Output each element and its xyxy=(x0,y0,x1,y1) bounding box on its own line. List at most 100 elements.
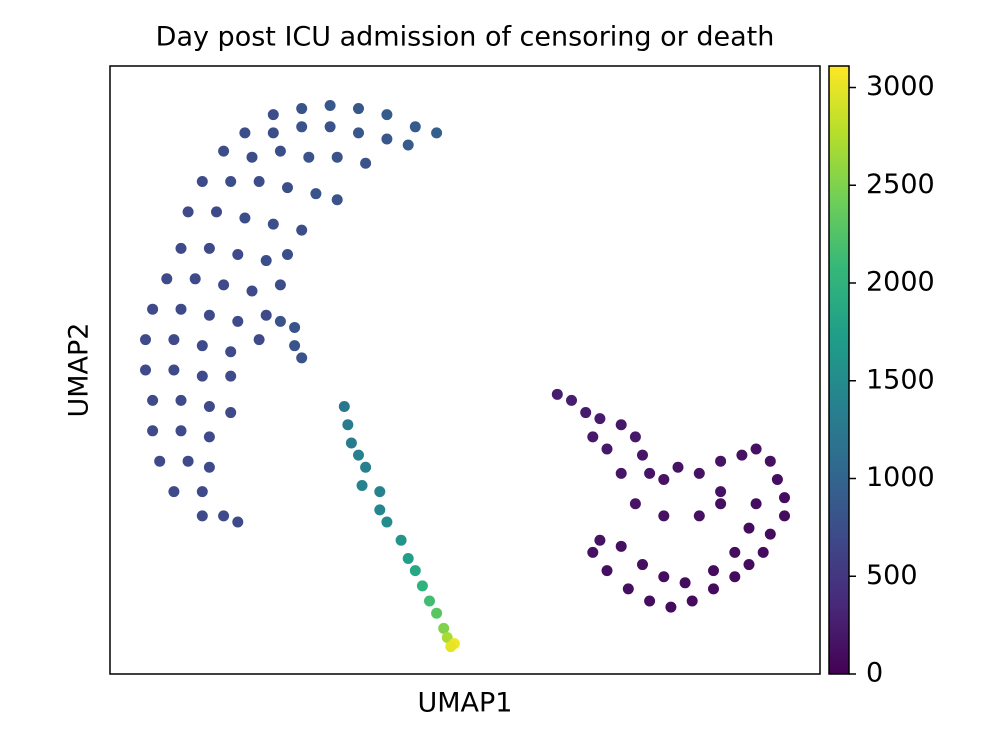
point xyxy=(629,431,641,443)
point xyxy=(168,364,180,376)
point xyxy=(629,498,641,510)
point xyxy=(779,492,790,504)
point xyxy=(658,571,670,583)
chart-title: Day post ICU admission of censoring or d… xyxy=(156,22,775,53)
colorbar-tick-label: 1500 xyxy=(866,364,935,395)
point xyxy=(622,583,634,595)
point xyxy=(402,139,414,151)
point xyxy=(196,340,208,352)
point xyxy=(196,370,208,382)
colorbar-tick-label: 3000 xyxy=(866,71,935,102)
point xyxy=(267,109,279,121)
point xyxy=(381,109,393,121)
point xyxy=(189,273,201,285)
point xyxy=(715,498,727,510)
point xyxy=(203,309,215,321)
point xyxy=(644,467,656,479)
point xyxy=(658,510,670,522)
point xyxy=(381,516,393,528)
point xyxy=(736,449,748,461)
point xyxy=(409,565,421,577)
point xyxy=(147,394,159,406)
point xyxy=(274,279,286,291)
point xyxy=(196,510,208,522)
point xyxy=(310,188,322,200)
point xyxy=(353,449,364,461)
point xyxy=(274,145,286,157)
point xyxy=(715,486,727,498)
point xyxy=(168,486,180,498)
point xyxy=(353,103,364,115)
point xyxy=(764,528,776,540)
point xyxy=(743,559,755,571)
point xyxy=(232,315,244,327)
point xyxy=(218,145,230,157)
point xyxy=(658,473,670,485)
point xyxy=(331,194,343,206)
point xyxy=(225,407,237,419)
point xyxy=(431,607,443,619)
point xyxy=(693,510,705,522)
point xyxy=(750,443,762,455)
point xyxy=(203,431,215,443)
point xyxy=(779,510,790,522)
point xyxy=(587,546,599,558)
point xyxy=(764,455,776,467)
point xyxy=(729,546,741,558)
point xyxy=(267,218,279,230)
colorbar-tick-label: 0 xyxy=(866,658,883,689)
point xyxy=(637,559,648,571)
point xyxy=(260,309,272,321)
point xyxy=(402,552,414,564)
point xyxy=(587,431,599,443)
point xyxy=(672,461,684,473)
point xyxy=(615,540,627,552)
point xyxy=(296,224,308,236)
point xyxy=(374,486,386,498)
point xyxy=(196,176,208,188)
point xyxy=(140,334,151,346)
point xyxy=(729,571,741,583)
point xyxy=(168,334,180,346)
plot-frame xyxy=(109,65,821,675)
point xyxy=(289,321,301,333)
point xyxy=(679,577,691,589)
point xyxy=(218,279,230,291)
point xyxy=(360,157,372,169)
point xyxy=(253,176,265,188)
point xyxy=(296,121,308,133)
point xyxy=(601,565,613,577)
colorbar-tick-label: 2500 xyxy=(866,169,935,200)
colorbar-tick-label: 1000 xyxy=(866,462,935,493)
point xyxy=(232,516,244,528)
point xyxy=(438,622,450,634)
point xyxy=(203,400,215,412)
point xyxy=(345,437,357,449)
point xyxy=(140,364,151,376)
point xyxy=(239,127,251,139)
point xyxy=(161,273,173,285)
point xyxy=(331,151,343,163)
point xyxy=(225,370,237,382)
point xyxy=(203,461,215,473)
point xyxy=(771,473,783,485)
point xyxy=(225,176,237,188)
point xyxy=(218,510,230,522)
point xyxy=(296,103,308,115)
x-axis-label: UMAP1 xyxy=(418,688,513,719)
point xyxy=(267,127,279,139)
point xyxy=(182,206,194,218)
point xyxy=(246,151,258,163)
point xyxy=(274,315,286,327)
point xyxy=(708,583,719,595)
point xyxy=(693,467,705,479)
colorbar xyxy=(828,65,850,675)
point xyxy=(147,303,159,315)
point xyxy=(182,455,194,467)
y-axis-label: UMAP2 xyxy=(64,323,95,418)
point xyxy=(232,248,244,260)
point xyxy=(594,413,606,425)
point xyxy=(715,455,727,467)
point xyxy=(203,242,215,254)
point xyxy=(239,212,251,224)
